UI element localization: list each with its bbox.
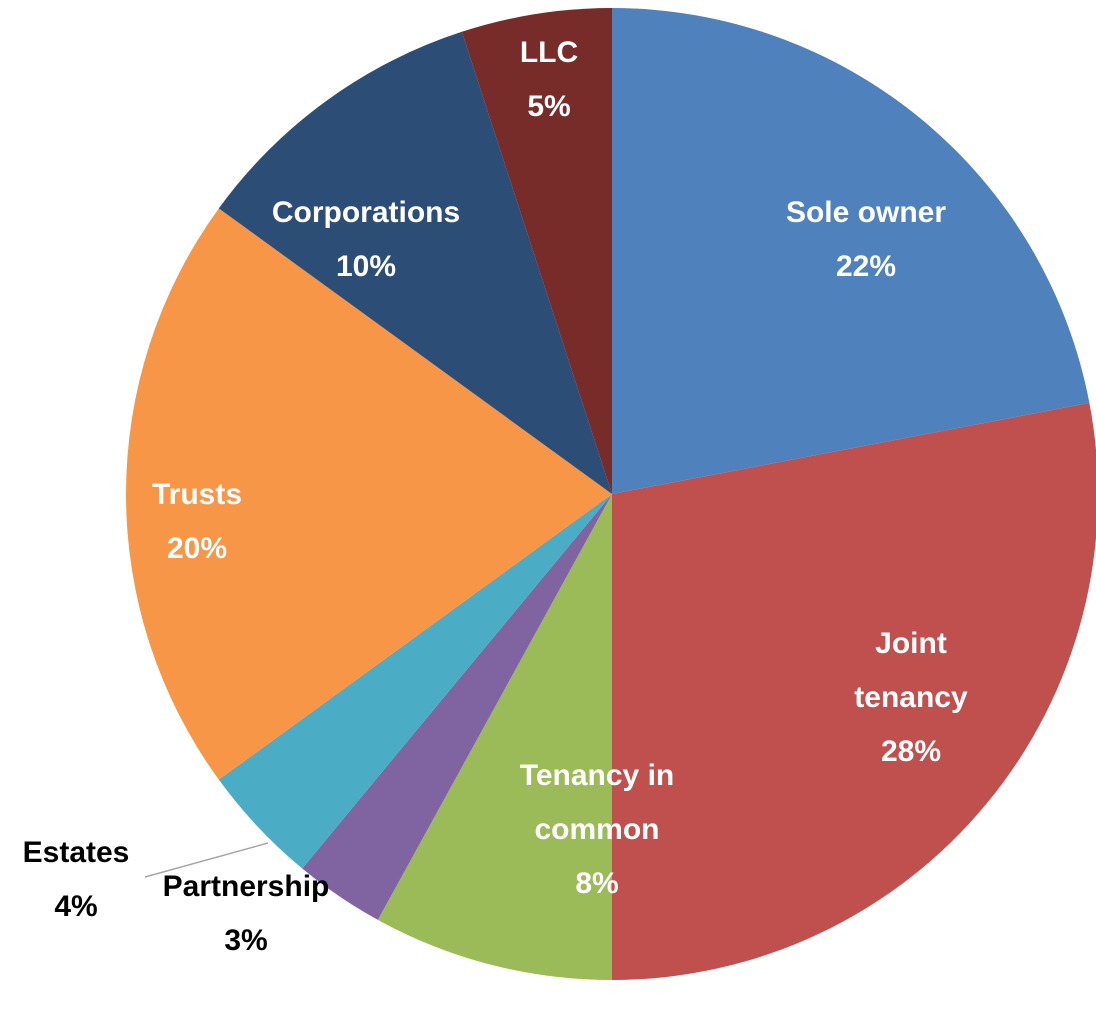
percent-label: 20% bbox=[166, 532, 228, 565]
slice-label: Estates 4% bbox=[23, 826, 130, 934]
pie-slice bbox=[612, 8, 1090, 494]
pie-slice bbox=[302, 494, 612, 920]
slice-label: Partnership 3% bbox=[163, 860, 330, 968]
category-name: Trusts bbox=[151, 478, 243, 511]
slice-label: Sole owner 22% bbox=[786, 186, 946, 294]
percent-label: 22% bbox=[835, 250, 897, 283]
slice-label: LLC 5% bbox=[520, 26, 578, 134]
pie-slice bbox=[218, 494, 612, 869]
slice-label: Joint tenancy 28% bbox=[819, 617, 1004, 779]
category-name: Estates bbox=[22, 836, 130, 869]
category-name: Sole owner bbox=[785, 196, 947, 229]
category-name: Joint tenancy bbox=[854, 627, 968, 714]
slice-label: Corporations 10% bbox=[272, 186, 460, 294]
slice-label: Tenancy in common 8% bbox=[492, 749, 702, 911]
percent-label: 3% bbox=[224, 924, 268, 957]
percent-label: 4% bbox=[54, 890, 98, 923]
category-name: LLC bbox=[519, 36, 579, 69]
percent-label: 28% bbox=[880, 735, 942, 768]
category-name: Corporations bbox=[271, 196, 461, 229]
pie-slice bbox=[125, 208, 613, 780]
slice-label: Trusts 20% bbox=[152, 468, 242, 576]
pie-slice bbox=[377, 494, 612, 980]
percent-label: 8% bbox=[575, 867, 619, 900]
percent-label: 10% bbox=[335, 250, 397, 283]
pie-slice bbox=[218, 31, 612, 495]
category-name: Tenancy in common bbox=[519, 759, 675, 846]
pie-slice bbox=[461, 7, 612, 494]
leader-line bbox=[144, 842, 269, 878]
percent-label: 5% bbox=[527, 90, 571, 123]
category-name: Partnership bbox=[162, 870, 330, 903]
pie-slice bbox=[612, 402, 1096, 980]
